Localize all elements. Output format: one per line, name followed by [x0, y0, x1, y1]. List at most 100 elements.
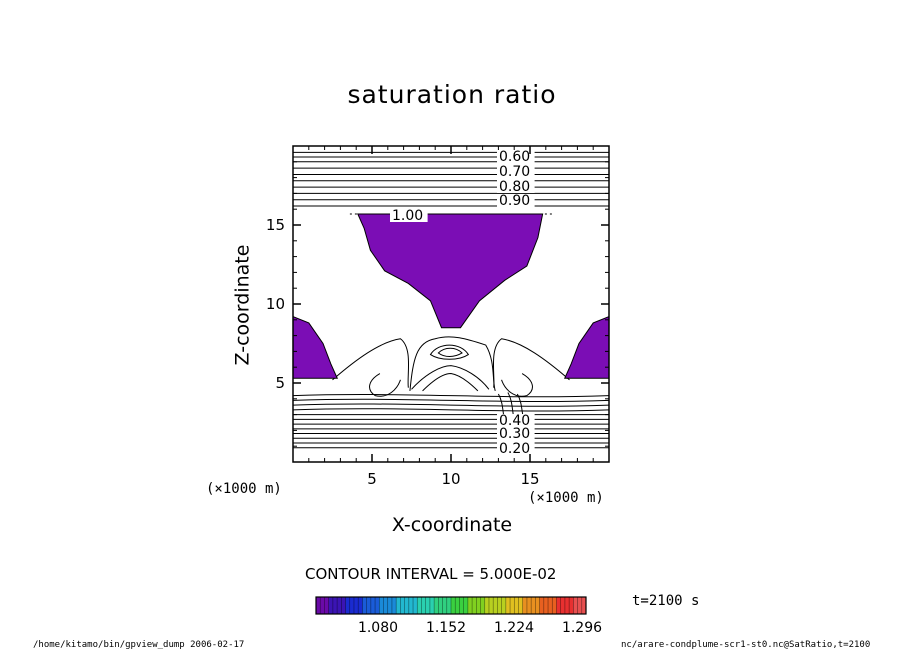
colorbar-segment: [531, 597, 536, 614]
colorbar-segment: [581, 597, 587, 614]
colorbar-segment: [463, 597, 469, 614]
colorbar-segment: [387, 597, 393, 614]
colorbar-segment: [564, 597, 570, 614]
contour-label-lower-1-bg: [497, 427, 535, 440]
colorbar-segment: [480, 597, 486, 614]
colorbar-segment: [526, 597, 532, 614]
colorbar-segment: [493, 597, 498, 614]
contour-label-lower-0-bg: [497, 414, 535, 427]
colorbar-segment: [577, 597, 583, 614]
contour-interval-label: CONTOUR INTERVAL = 5.000E-02: [305, 565, 557, 583]
footer-right: nc/arare-condplume-scr1-st0.nc@SatRatio,…: [621, 640, 871, 650]
colorbar-segment: [552, 597, 557, 614]
contour-label-unity: 1.00: [392, 208, 423, 224]
colorbar-segment: [320, 597, 325, 614]
colorbar-segment: [505, 597, 511, 614]
x-tick-label: 5: [367, 470, 377, 488]
colorbar-segment: [408, 597, 414, 614]
y-axis-label: Z-coordinate: [231, 244, 254, 366]
contour-line-plume: [492, 338, 570, 388]
colorbar-segment: [417, 597, 422, 614]
contour-label-upper-2: 0.80: [499, 179, 530, 195]
colorbar-segment: [442, 597, 448, 614]
contour-label-lower-0: 0.40: [499, 413, 530, 429]
contour-label-upper-0: 0.60: [499, 149, 530, 165]
colorbar-segment: [510, 597, 515, 614]
colorbar-segment: [383, 597, 389, 614]
colorbar-segment: [446, 597, 452, 614]
shaded-region-right-lobe: [563, 316, 609, 379]
colorbar-segment: [396, 597, 401, 614]
contour-label-lower-1: 0.30: [499, 426, 530, 442]
time-label: t=2100 s: [632, 593, 700, 609]
chart-title: saturation ratio: [347, 80, 557, 109]
colorbar-segment: [362, 597, 368, 614]
colorbar-segment: [438, 597, 444, 614]
contour-label-upper-1-bg: [497, 165, 535, 178]
colorbar-segment: [573, 597, 579, 614]
colorbar-segment: [349, 597, 355, 614]
colorbar-segment: [488, 597, 494, 614]
x-axis-label: X-coordinate: [391, 514, 513, 536]
contour-label-upper-0-bg: [497, 150, 535, 163]
colorbar-segment: [370, 597, 376, 614]
contour-label-lower-2-bg: [497, 442, 535, 455]
y-axis-unit: (×1000 m): [206, 481, 282, 497]
contour-line-plume: [501, 373, 533, 397]
contour-line-plume: [437, 347, 463, 358]
contour-line-lower: [293, 403, 609, 407]
shaded-region-central-upper: [357, 213, 544, 329]
contour-line-plume: [332, 338, 410, 388]
colorbar-segment: [341, 597, 347, 614]
contour-line-lower: [293, 394, 609, 398]
contour-label-upper-2-bg: [497, 180, 535, 193]
colorbar-segment: [556, 597, 562, 614]
colorbar-segment: [501, 597, 507, 614]
colorbar-segment: [514, 597, 519, 614]
colorbar-segment: [548, 597, 553, 614]
colorbar-segment: [543, 597, 549, 614]
colorbar-segment: [484, 597, 490, 614]
colorbar-segment: [425, 597, 431, 614]
colorbar-segment: [497, 597, 503, 614]
colorbar-segment: [332, 597, 338, 614]
colorbar-segment: [400, 597, 406, 614]
contour-line-lower: [293, 398, 609, 403]
colorbar-segment: [429, 597, 435, 614]
footer-left: /home/kitamo/bin/gpview_dump 2006-02-17: [33, 640, 245, 650]
contour-label-lower-2: 0.20: [499, 441, 530, 457]
colorbar-frame: [315, 596, 587, 615]
colorbar-segment: [324, 597, 330, 614]
colorbar-tick-label: 1.152: [426, 620, 466, 636]
colorbar-tick-label: 1.296: [562, 620, 602, 636]
colorbar-segment: [328, 597, 334, 614]
colorbar-segment: [337, 597, 342, 614]
colorbar-segment: [522, 597, 528, 614]
colorbar-segment: [366, 597, 372, 614]
colorbar-segment: [518, 597, 524, 614]
y-tick-label: 5: [275, 374, 285, 392]
colorbar-segment: [451, 597, 456, 614]
colorbar-segment: [472, 597, 477, 614]
colorbar-segment: [391, 597, 397, 614]
colorbar-tick-label: 1.224: [494, 620, 534, 636]
shaded-region-left-lobe: [293, 316, 339, 379]
contour-label-upper-1: 0.70: [499, 164, 530, 180]
colorbar-segment: [375, 597, 380, 614]
colorbar-segment: [539, 597, 545, 614]
contour-label-upper-3-bg: [497, 194, 535, 207]
contour-label-upper-3: 0.90: [499, 193, 530, 209]
colorbar-segment: [476, 597, 482, 614]
contour-line-plume: [429, 344, 470, 360]
colorbar-segment: [316, 597, 321, 614]
colorbar-segment: [345, 597, 351, 614]
contour-line-plume: [422, 373, 479, 392]
x-tick-label: 15: [520, 470, 539, 488]
y-tick-label: 15: [266, 216, 285, 234]
colorbar-segment: [358, 597, 363, 614]
colorbar-segment: [421, 597, 427, 614]
colorbar-segment: [404, 597, 410, 614]
colorbar-segment: [353, 597, 359, 614]
